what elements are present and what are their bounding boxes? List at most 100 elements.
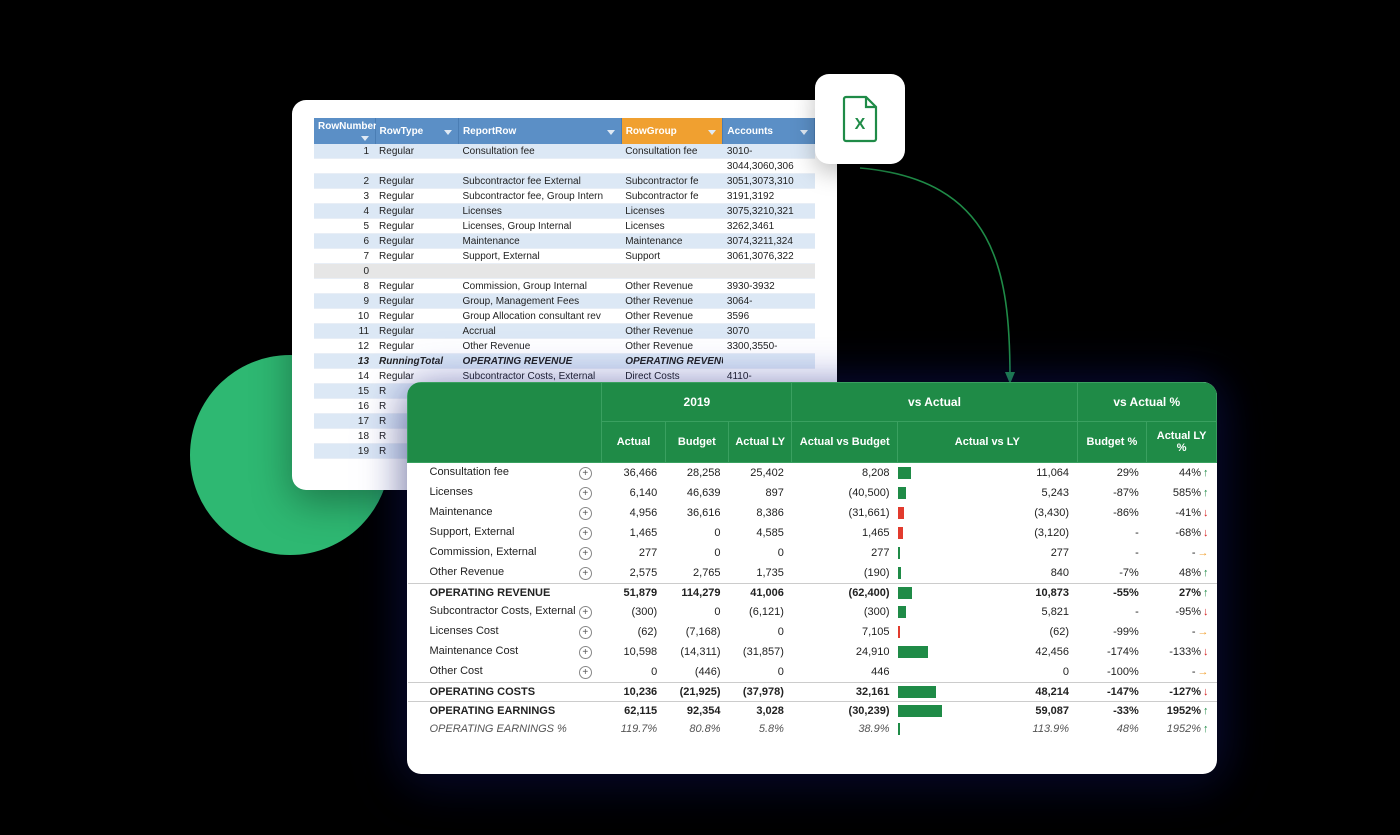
cell[interactable]: Licenses (621, 219, 723, 234)
definition-row[interactable]: 12RegularOther RevenueOther Revenue3300,… (314, 339, 815, 354)
cell[interactable]: OPERATING REVENUE (621, 354, 723, 369)
cell[interactable]: 3010- (723, 144, 815, 159)
definition-row[interactable]: 0 (314, 264, 815, 279)
cell[interactable] (375, 159, 458, 174)
cell[interactable]: Regular (375, 249, 458, 264)
cell[interactable]: Regular (375, 219, 458, 234)
expand-icon[interactable]: + (579, 666, 592, 679)
cell[interactable]: 10 (314, 309, 375, 324)
cell[interactable]: Subcontractor fe (621, 189, 723, 204)
definition-row[interactable]: 9RegularGroup, Management FeesOther Reve… (314, 294, 815, 309)
cell[interactable]: 3300,3550- (723, 339, 815, 354)
cell[interactable]: RunningTotal (375, 354, 458, 369)
cell[interactable]: 3070 (723, 324, 815, 339)
definition-row[interactable]: 3RegularSubcontractor fee, Group InternS… (314, 189, 815, 204)
cell[interactable]: 6 (314, 234, 375, 249)
col-reportrow[interactable]: ReportRow (458, 118, 621, 144)
cell[interactable]: Support, External (458, 249, 621, 264)
cell[interactable]: Regular (375, 204, 458, 219)
col-rowgroup[interactable]: RowGroup (621, 118, 723, 144)
cell[interactable]: Commission, Group Internal (458, 279, 621, 294)
cell[interactable]: 13 (314, 354, 375, 369)
cell[interactable]: 3064- (723, 294, 815, 309)
cell[interactable] (375, 264, 458, 279)
cell[interactable]: Regular (375, 189, 458, 204)
cell[interactable]: Regular (375, 309, 458, 324)
dropdown-icon[interactable] (361, 136, 369, 141)
cell[interactable]: Regular (375, 324, 458, 339)
expand-icon[interactable]: + (579, 567, 592, 580)
col-rowtype[interactable]: RowType (375, 118, 458, 144)
cell[interactable]: 1 (314, 144, 375, 159)
expand-icon[interactable]: + (579, 507, 592, 520)
cell[interactable] (458, 264, 621, 279)
col-budget[interactable]: Budget (665, 422, 728, 463)
cell[interactable]: Licenses (458, 204, 621, 219)
cell[interactable]: 4 (314, 204, 375, 219)
cell[interactable]: Regular (375, 294, 458, 309)
cell[interactable]: 3191,3192 (723, 189, 815, 204)
cell[interactable]: 3 (314, 189, 375, 204)
cell[interactable]: Other Revenue (458, 339, 621, 354)
cell[interactable]: 3044,3060,306 (723, 159, 815, 174)
cell[interactable]: 14 (314, 369, 375, 384)
cell[interactable]: Accrual (458, 324, 621, 339)
cell[interactable]: Group, Management Fees (458, 294, 621, 309)
cell[interactable]: Subcontractor fe (621, 174, 723, 189)
col-actual-ly-pct[interactable]: Actual LY % (1147, 422, 1217, 463)
cell[interactable]: Maintenance (621, 234, 723, 249)
cell[interactable]: 5 (314, 219, 375, 234)
cell[interactable]: 11 (314, 324, 375, 339)
expand-icon[interactable]: + (579, 606, 592, 619)
cell[interactable]: 2 (314, 174, 375, 189)
cell[interactable]: 15 (314, 384, 375, 399)
cell[interactable]: 19 (314, 444, 375, 459)
expand-icon[interactable]: + (579, 487, 592, 500)
col-accounts[interactable]: Accounts (723, 118, 815, 144)
definition-row[interactable]: 10RegularGroup Allocation consultant rev… (314, 309, 815, 324)
col-actual-ly[interactable]: Actual LY (729, 422, 792, 463)
col-actual-vs-ly[interactable]: Actual vs LY (898, 422, 1078, 463)
col-actual-vs-budget[interactable]: Actual vs Budget (792, 422, 898, 463)
cell[interactable]: Consultation fee (621, 144, 723, 159)
expand-icon[interactable]: + (579, 646, 592, 659)
definition-row[interactable]: 11RegularAccrualOther Revenue3070 (314, 324, 815, 339)
cell[interactable] (723, 264, 815, 279)
cell[interactable] (621, 264, 723, 279)
cell[interactable]: 3075,3210,321 (723, 204, 815, 219)
definition-row[interactable]: 3044,3060,306 (314, 159, 815, 174)
dropdown-icon[interactable] (708, 130, 716, 135)
definition-row[interactable]: 7RegularSupport, ExternalSupport3061,307… (314, 249, 815, 264)
cell[interactable]: Licenses (621, 204, 723, 219)
cell[interactable]: 3596 (723, 309, 815, 324)
definition-row[interactable]: 5RegularLicenses, Group InternalLicenses… (314, 219, 815, 234)
cell[interactable] (621, 159, 723, 174)
cell[interactable]: 3051,3073,310 (723, 174, 815, 189)
cell[interactable]: 8 (314, 279, 375, 294)
cell[interactable] (458, 159, 621, 174)
cell[interactable]: Consultation fee (458, 144, 621, 159)
dropdown-icon[interactable] (444, 130, 452, 135)
cell[interactable] (723, 354, 815, 369)
cell[interactable]: Regular (375, 339, 458, 354)
dropdown-icon[interactable] (800, 130, 808, 135)
expand-icon[interactable]: + (579, 467, 592, 480)
dropdown-icon[interactable] (607, 130, 615, 135)
cell[interactable]: 3074,3211,324 (723, 234, 815, 249)
cell[interactable]: Maintenance (458, 234, 621, 249)
cell[interactable]: Licenses, Group Internal (458, 219, 621, 234)
cell[interactable]: 3262,3461 (723, 219, 815, 234)
col-rownumber[interactable]: RowNumber (314, 118, 375, 144)
definition-row[interactable]: 6RegularMaintenanceMaintenance3074,3211,… (314, 234, 815, 249)
cell[interactable]: Support (621, 249, 723, 264)
cell[interactable]: Subcontractor fee, Group Intern (458, 189, 621, 204)
col-actual[interactable]: Actual (602, 422, 665, 463)
cell[interactable]: OPERATING REVENUE (458, 354, 621, 369)
cell[interactable]: Regular (375, 234, 458, 249)
cell[interactable]: Regular (375, 144, 458, 159)
cell[interactable]: Group Allocation consultant rev (458, 309, 621, 324)
cell[interactable]: 12 (314, 339, 375, 354)
cell[interactable]: 3930-3932 (723, 279, 815, 294)
cell[interactable] (314, 159, 375, 174)
cell[interactable]: 9 (314, 294, 375, 309)
